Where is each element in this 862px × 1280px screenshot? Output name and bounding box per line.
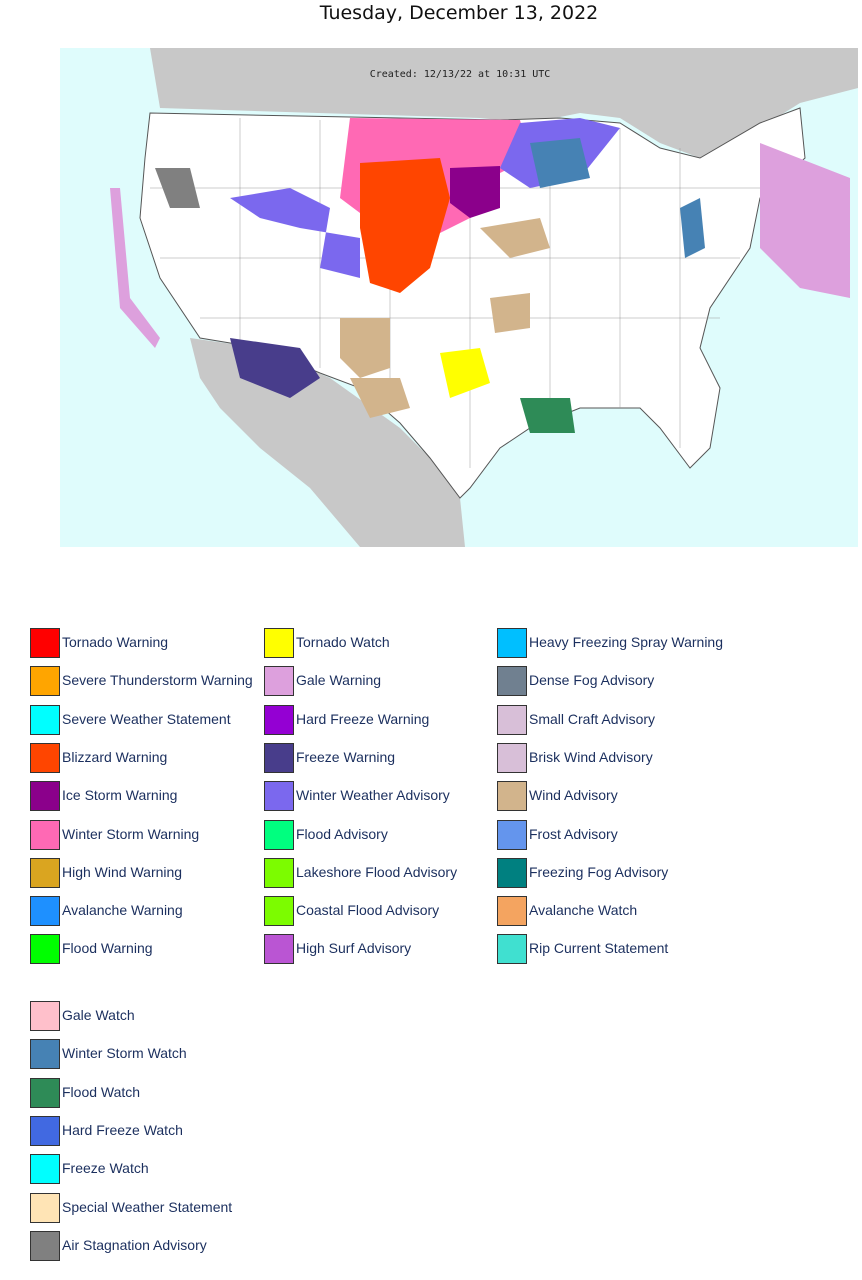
legend-swatch (30, 1001, 60, 1031)
legend-label: High Surf Advisory (296, 940, 412, 957)
legend-label: Gale Watch (62, 1007, 135, 1023)
legend-label: Tornado Watch (296, 634, 390, 650)
legend-swatch (30, 704, 60, 735)
legend-label: Winter Storm Watch (62, 1045, 187, 1062)
legend-label: Rip Current Statement (529, 940, 669, 957)
legend-swatch (30, 819, 60, 850)
legend-label: Flood Advisory (296, 825, 388, 842)
legend-swatch (30, 1115, 60, 1146)
legend-label: Heavy Freezing Spray Warning (529, 634, 724, 650)
legend-swatch (30, 1154, 60, 1185)
legend-label: Hard Freeze Watch (62, 1121, 183, 1138)
legend-swatch (264, 896, 294, 927)
legend-label: Winter Weather Advisory (296, 787, 450, 804)
legend-label: Severe Weather Statement (62, 710, 231, 727)
legend-swatch (30, 666, 60, 697)
legend-swatch (497, 628, 527, 658)
page-title: Tuesday, December 13, 2022 (319, 2, 599, 24)
legend-label: Blizzard Warning (62, 748, 168, 765)
legend-swatch (30, 1192, 60, 1223)
legend-label: Freezing Fog Advisory (529, 863, 669, 880)
legend-label: Freeze Watch (62, 1160, 149, 1177)
legend-label: Dense Fog Advisory (529, 672, 655, 689)
legend-swatch (264, 857, 294, 888)
legend-label: Coastal Flood Advisory (296, 902, 440, 919)
legend-swatch (30, 1039, 60, 1070)
legend-swatch (497, 896, 527, 927)
legend-swatch (497, 819, 527, 850)
legend-label: Flood Watch (62, 1083, 141, 1100)
legend-swatch (264, 781, 294, 812)
legend-swatch (30, 857, 60, 888)
legend-swatch (30, 1230, 60, 1261)
legend-swatch (264, 704, 294, 735)
legend-label: Ice Storm Warning (62, 787, 178, 804)
legend-swatch (264, 628, 294, 658)
legend-swatch (30, 742, 60, 773)
legend-swatch (497, 704, 527, 735)
legend-swatch (30, 781, 60, 812)
legend-label: Freeze Warning (296, 748, 396, 765)
legend-swatch (264, 666, 294, 697)
legend-swatch (30, 628, 60, 658)
legend-label: Avalanche Warning (62, 902, 183, 919)
legend-swatch (30, 1077, 60, 1108)
legend-swatch (30, 934, 60, 965)
legend-label: Tornado Warning (62, 634, 169, 650)
legend-label: Flood Warning (62, 940, 153, 957)
legend-swatch (497, 857, 527, 888)
warning-map: Created: 12/13/22 at 10:31 UTC (60, 48, 858, 547)
legend-label: High Wind Warning (62, 863, 183, 880)
legend-label: Air Stagnation Advisory (62, 1236, 207, 1253)
legend-swatch (497, 742, 527, 773)
legend-label: Frost Advisory (529, 825, 618, 842)
legend-swatch (497, 666, 527, 697)
legend-swatch (497, 934, 527, 965)
map-created: Created: 12/13/22 at 10:31 UTC (370, 69, 551, 80)
legend-label: Brisk Wind Advisory (529, 748, 653, 765)
legend-label: Special Weather Statement (62, 1198, 233, 1215)
legend-label: Gale Warning (296, 672, 382, 689)
legend-label: Hard Freeze Warning (296, 710, 430, 727)
legend-swatch (30, 896, 60, 927)
legend-swatch (264, 742, 294, 773)
legend-swatch (264, 934, 294, 965)
legend-label: Severe Thunderstorm Warning (62, 672, 253, 689)
legend-label: Avalanche Watch (529, 902, 638, 919)
legend-swatch (264, 819, 294, 850)
legend-label: Lakeshore Flood Advisory (296, 863, 458, 880)
legend-swatch (497, 781, 527, 812)
legend-label: Small Craft Advisory (529, 710, 656, 727)
legend-label: Winter Storm Warning (62, 825, 200, 842)
legend-label: Wind Advisory (529, 787, 618, 804)
